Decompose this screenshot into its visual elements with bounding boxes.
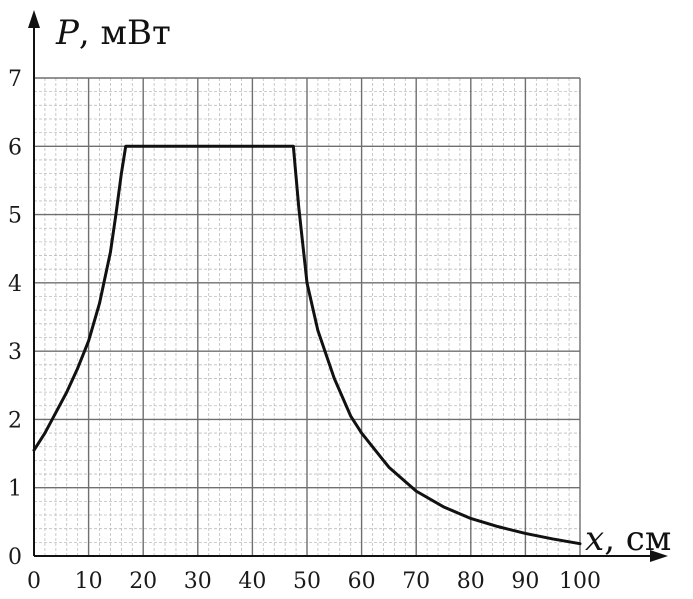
x-tick-label: 20 — [129, 569, 157, 594]
x-tick-label: 0 — [27, 569, 41, 594]
y-tick-label: 0 — [8, 545, 22, 570]
y-axis-unit: , мВт — [79, 13, 171, 53]
y-tick-label: 3 — [8, 340, 22, 365]
axes — [28, 10, 668, 562]
y-tick-label: 6 — [8, 135, 22, 160]
x-axis-arrow — [650, 550, 668, 562]
x-tick-label: 60 — [348, 569, 376, 594]
x-tick-label: 40 — [238, 569, 266, 594]
y-tick-label: 1 — [8, 477, 22, 502]
y-tick-label: 4 — [8, 272, 22, 297]
y-axis-title: P, мВт — [55, 13, 171, 53]
y-tick-label: 7 — [8, 67, 22, 92]
y-tick-label: 5 — [8, 204, 22, 229]
x-tick-label: 90 — [511, 569, 539, 594]
series — [32, 144, 582, 546]
tick-labels: 0 10 20 30 40 50 60 70 80 90 100 0 1 2 3 4 5 6 7 — [8, 67, 601, 594]
y-axis-arrow — [28, 10, 40, 28]
x-tick-label: 10 — [75, 569, 103, 594]
x-tick-label: 70 — [402, 569, 430, 594]
power-series-line — [32, 144, 582, 546]
x-axis-unit: , см — [604, 519, 671, 559]
y-axis-variable: P — [55, 13, 80, 53]
x-axis-title: x, см — [585, 519, 671, 559]
x-tick-label: 50 — [293, 569, 321, 594]
y-tick-label: 2 — [8, 408, 22, 433]
x-tick-label: 30 — [184, 569, 212, 594]
grid — [33, 77, 581, 557]
x-tick-label: 80 — [457, 569, 485, 594]
x-tick-label: 100 — [559, 569, 601, 594]
x-axis-variable: x — [585, 519, 604, 559]
